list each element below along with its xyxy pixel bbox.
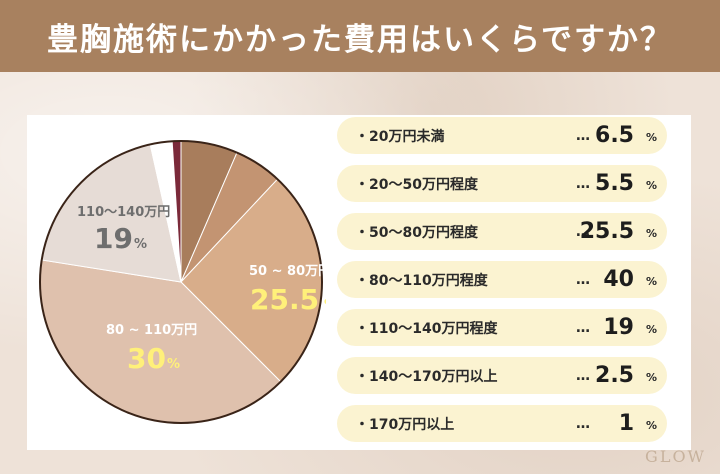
legend-item: ・50〜80万円程度 … 25.5 %: [337, 213, 667, 250]
legend-label-text: 50〜80万円程度: [369, 224, 478, 241]
legend-dots: …: [576, 127, 591, 144]
legend-bullet: ・: [355, 320, 369, 337]
legend-item: ・140〜170万円以上 … 2.5 %: [337, 357, 667, 394]
page-title: 豊胸施術にかかった費用はいくらですか？: [46, 21, 674, 58]
legend-value: 1: [618, 411, 634, 436]
legend-dots: …: [576, 223, 591, 240]
legend-bullet: ・: [355, 416, 369, 433]
legend-value: 25.5: [579, 219, 634, 244]
pie-value-label: 30: [127, 342, 166, 375]
legend-label-text: 170万円以上: [369, 416, 455, 433]
legend-item-label: ・20〜50万円程度: [355, 174, 478, 194]
legend-item-label: ・110〜140万円程度: [355, 318, 497, 338]
pie-outline: [39, 140, 323, 424]
legend-value: 2.5: [595, 363, 634, 388]
legend-percent-sign: %: [645, 179, 657, 192]
legend-value: 40: [603, 267, 634, 292]
pie-chart: 50 ~ 80万円 25.5% 80 ~ 110万円 30% 110〜140万円 19%: [39, 140, 326, 424]
legend-dots: …: [576, 271, 591, 288]
legend-label-text: 20万円未満: [369, 128, 445, 145]
legend-percent-sign: %: [645, 227, 657, 240]
pie-label: 80 ~ 110万円: [106, 323, 197, 338]
pie-unit-label: %: [134, 237, 147, 252]
legend-bullet: ・: [355, 128, 369, 145]
legend-bullet: ・: [355, 272, 369, 289]
legend-percent-sign: %: [645, 323, 657, 336]
legend-label-text: 20〜50万円程度: [369, 176, 478, 193]
legend-value: 6.5: [595, 123, 634, 148]
brand-logo: GLOW: [645, 447, 706, 466]
legend-label-text: 140〜170万円以上: [369, 368, 498, 385]
legend-item-label: ・20万円未満: [355, 126, 444, 146]
legend-bullet: ・: [355, 176, 369, 193]
legend-percent-sign: %: [645, 131, 657, 144]
legend-item-label: ・50〜80万円程度: [355, 222, 478, 242]
legend-dots: …: [576, 175, 591, 192]
title-banner: 豊胸施術にかかった費用はいくらですか？: [0, 0, 720, 72]
legend-dots: …: [576, 415, 591, 432]
legend-item: ・80〜110万円程度 … 40 %: [337, 261, 667, 298]
pie-value-label: 19: [94, 222, 133, 255]
legend-percent-sign: %: [645, 419, 657, 432]
legend-dots: …: [576, 367, 591, 384]
legend-item-label: ・80〜110万円程度: [355, 270, 488, 290]
legend-item-label: ・170万円以上: [355, 414, 454, 434]
legend-list: ・20万円未満 … 6.5 % ・20〜50万円程度 … 5.5 % ・50〜8…: [337, 117, 667, 453]
legend-bullet: ・: [355, 224, 369, 241]
pie-unit-label: %: [324, 298, 326, 313]
pie-value-label: 25.5: [250, 283, 319, 316]
legend-item-label: ・140〜170万円以上: [355, 366, 497, 386]
legend-percent-sign: %: [645, 275, 657, 288]
legend-value: 5.5: [595, 171, 634, 196]
legend-label-text: 80〜110万円程度: [369, 272, 488, 289]
legend-percent-sign: %: [645, 371, 657, 384]
legend-bullet: ・: [355, 368, 369, 385]
legend-item: ・170万円以上 … 1 %: [337, 405, 667, 442]
legend-dots: …: [576, 319, 591, 336]
legend-item: ・110〜140万円程度 … 19 %: [337, 309, 667, 346]
pie-unit-label: %: [167, 357, 180, 372]
legend-item: ・20万円未満 … 6.5 %: [337, 117, 667, 154]
pie-label: 110〜140万円: [77, 205, 170, 220]
legend-label-text: 110〜140万円程度: [369, 320, 498, 337]
pie-label: 50 ~ 80万円: [249, 264, 326, 279]
legend-item: ・20〜50万円程度 … 5.5 %: [337, 165, 667, 202]
legend-value: 19: [603, 315, 634, 340]
